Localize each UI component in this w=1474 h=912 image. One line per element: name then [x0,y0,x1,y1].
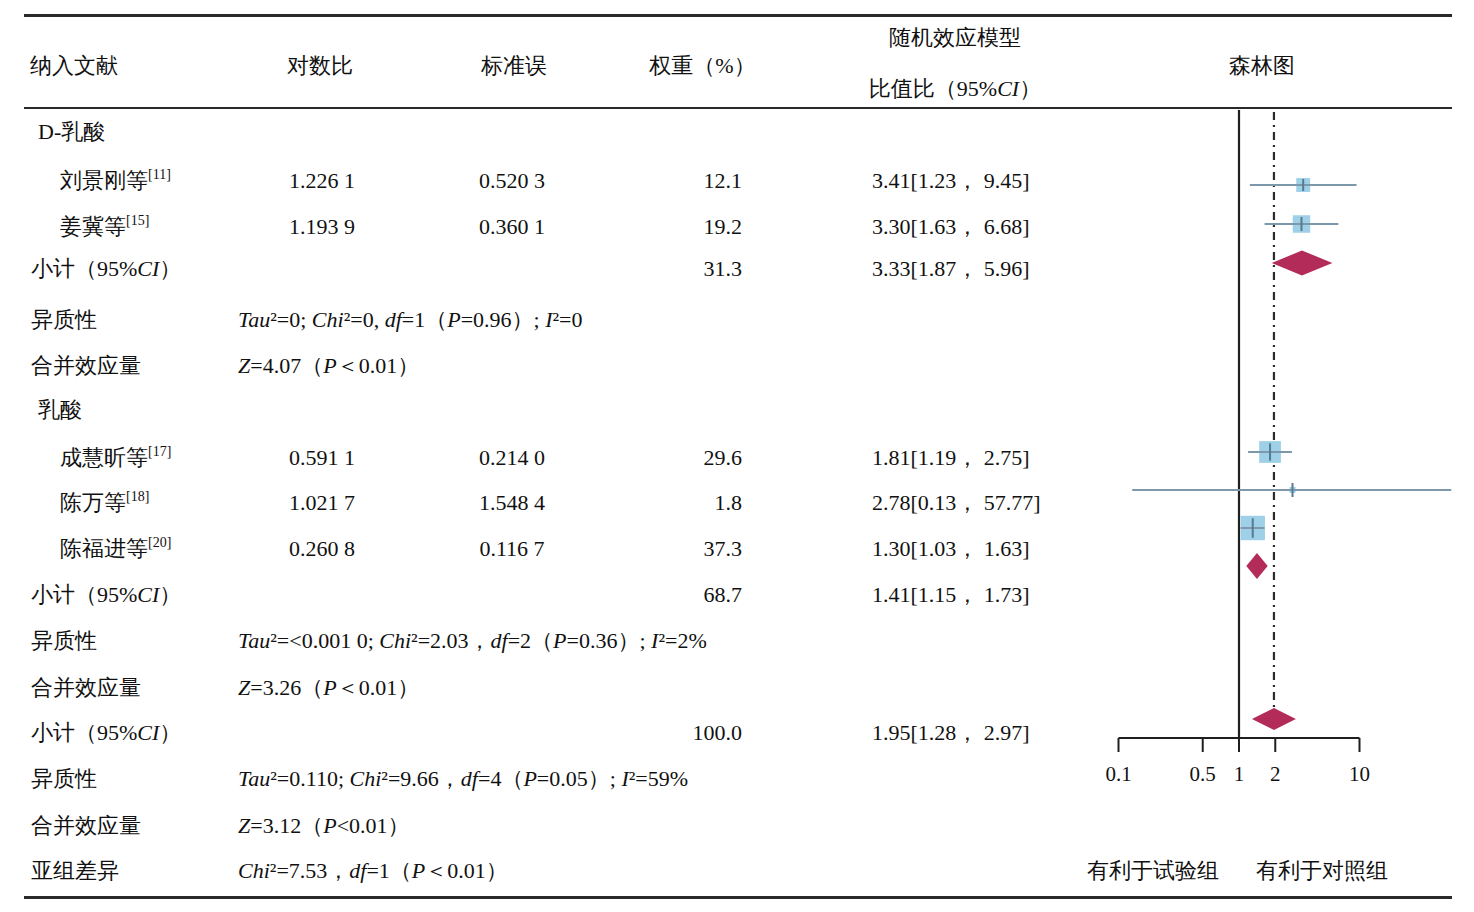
overall-diamond [1252,708,1296,730]
axis-tick-label: 2 [1270,762,1281,786]
meta-analysis-figure: 纳入文献 对数比 标准误 权重（%） 随机效应模型 比值比（95%CI） 森林图… [0,0,1474,912]
favor-control-label: 有利于对照组 [1234,856,1410,886]
axis-tick-label: 1 [1234,762,1245,786]
axis-tick-label: 10 [1349,762,1370,786]
axis-tick-label: 0.5 [1190,762,1216,786]
axis-tick-label: 0.1 [1105,762,1131,786]
subtotal-diamond [1272,251,1333,276]
favor-experimental-label: 有利于试验组 [1065,856,1241,886]
subtotal-diamond [1246,553,1267,579]
forest-plot: 0.1 0.5 1 2 10 [0,0,1474,912]
